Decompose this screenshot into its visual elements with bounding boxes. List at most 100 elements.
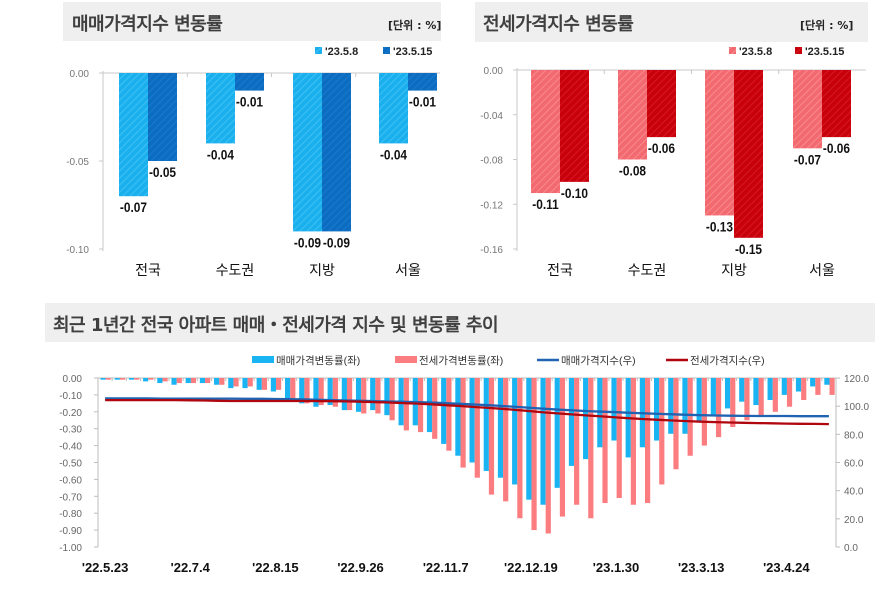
left-y-tick-label: -0.40 bbox=[59, 442, 82, 453]
bar-jeonse-change bbox=[531, 378, 537, 531]
left-y-tick-label: -0.50 bbox=[59, 459, 82, 470]
legend-label: '23.5.8 bbox=[325, 46, 358, 58]
bar-sales-change bbox=[512, 378, 518, 485]
bar-23.5.15-수도권 bbox=[235, 73, 264, 91]
bar-sales-change bbox=[441, 378, 447, 444]
bar-jeonse-change bbox=[701, 378, 707, 446]
legend-swatch bbox=[395, 356, 417, 363]
bar-23.5.15-수도권 bbox=[647, 70, 676, 138]
left-y-tick-label: 0.00 bbox=[63, 374, 83, 385]
left-y-tick-label: -0.30 bbox=[59, 425, 82, 436]
y-tick-label: -0.16 bbox=[480, 245, 503, 256]
bar-sales-change bbox=[795, 378, 802, 392]
trend-chart-title-bar bbox=[45, 303, 875, 342]
bar-jeonse-change bbox=[290, 378, 296, 400]
bar-23.5.8-서울 bbox=[793, 70, 822, 149]
bar-23.5.8-서울 bbox=[379, 73, 408, 144]
data-label: -0.06 bbox=[823, 140, 850, 156]
right-y-tick-label: 60.0 bbox=[844, 459, 864, 470]
bar-23.5.15-서울 bbox=[822, 70, 851, 138]
bar-jeonse-change bbox=[488, 378, 495, 495]
bar-23.5.8-전국 bbox=[119, 73, 148, 197]
category-label: 수도권 bbox=[628, 262, 667, 278]
data-label: -0.04 bbox=[380, 146, 408, 162]
bar-jeonse-change bbox=[474, 378, 480, 478]
data-label: -0.07 bbox=[120, 199, 147, 215]
bar-jeonse-change bbox=[517, 378, 523, 519]
right-y-tick-label: 40.0 bbox=[844, 487, 864, 498]
right-y-tick-label: 20.0 bbox=[844, 515, 864, 526]
bar-sales-change bbox=[341, 378, 347, 411]
bar-sales-change bbox=[100, 378, 106, 380]
x-tick-label: '23.3.13 bbox=[678, 560, 724, 575]
left-y-tick-label: -0.10 bbox=[59, 391, 82, 402]
x-tick-label: '22.5.23 bbox=[82, 560, 128, 575]
bar-sales-change bbox=[824, 378, 830, 385]
bar-jeonse-change bbox=[346, 378, 353, 411]
bar-sales-change bbox=[611, 378, 617, 441]
bar-jeonse-change bbox=[148, 378, 154, 380]
legend-swatch bbox=[795, 47, 802, 54]
bar-sales-change bbox=[540, 378, 546, 505]
bar-jeonse-change bbox=[119, 378, 126, 380]
sales-chart-unit: [단위 : %] bbox=[388, 19, 442, 32]
bar-jeonse-change bbox=[190, 378, 197, 384]
bar-jeonse-change bbox=[786, 378, 793, 407]
y-tick-label: 0.00 bbox=[70, 69, 90, 80]
bar-jeonse-change bbox=[630, 378, 637, 505]
bar-jeonse-change bbox=[559, 378, 566, 517]
bar-sales-change bbox=[469, 378, 475, 463]
bar-jeonse-change bbox=[261, 378, 268, 390]
bar-jeonse-change bbox=[687, 378, 693, 456]
data-label: -0.09 bbox=[294, 234, 321, 250]
category-label: 전국 bbox=[547, 262, 573, 278]
bar-sales-change bbox=[554, 378, 560, 488]
bar-sales-change bbox=[256, 378, 262, 390]
legend-swatch bbox=[252, 356, 274, 363]
legend-label: 매매가격지수(우) bbox=[561, 354, 636, 367]
legend-label: 전세가격변동률(좌) bbox=[419, 354, 503, 367]
bar-jeonse-change bbox=[361, 378, 367, 414]
bar-jeonse-change bbox=[815, 378, 821, 395]
bar-jeonse-change bbox=[318, 378, 324, 406]
bar-sales-change bbox=[753, 378, 759, 406]
bar-sales-change bbox=[483, 378, 489, 471]
bar-jeonse-change bbox=[219, 378, 225, 385]
data-label: -0.06 bbox=[648, 140, 675, 156]
bar-jeonse-change bbox=[304, 378, 310, 404]
bar-sales-change bbox=[313, 378, 319, 407]
x-tick-label: '22.9.26 bbox=[337, 560, 383, 575]
x-tick-label: '22.8.15 bbox=[252, 560, 298, 575]
x-tick-label: '22.12.19 bbox=[504, 560, 558, 575]
data-label: -0.10 bbox=[561, 185, 588, 201]
data-label: -0.01 bbox=[409, 94, 436, 110]
bar-jeonse-change bbox=[233, 378, 239, 387]
category-label: 지방 bbox=[309, 262, 335, 278]
bar-sales-change bbox=[781, 378, 787, 395]
legend-label: '23.5.15 bbox=[393, 46, 432, 58]
category-label: 서울 bbox=[809, 262, 835, 278]
bar-jeonse-change bbox=[659, 378, 665, 485]
bar-jeonse-change bbox=[162, 378, 168, 382]
data-label: -0.09 bbox=[323, 234, 350, 250]
category-label: 수도권 bbox=[216, 262, 255, 278]
bar-jeonse-change bbox=[446, 378, 452, 451]
bar-jeonse-change bbox=[673, 378, 679, 470]
y-tick-label: -0.10 bbox=[66, 245, 89, 256]
bar-sales-change bbox=[171, 378, 177, 385]
legend-swatch bbox=[383, 47, 390, 54]
data-label: -0.11 bbox=[532, 196, 558, 212]
bar-jeonse-change bbox=[176, 378, 182, 384]
bar-sales-change bbox=[526, 378, 532, 500]
y-tick-label: -0.04 bbox=[480, 111, 503, 122]
trend-chart-title: 최근 1년간 전국 아파트 매매・전세가격 지수 및 변동률 추이 bbox=[53, 315, 499, 336]
bar-jeonse-change bbox=[602, 378, 608, 504]
jeonse-chart-title: 전세가격지수 변동률 bbox=[483, 14, 634, 35]
bar-jeonse-change bbox=[332, 378, 338, 407]
bar-sales-change bbox=[739, 378, 745, 402]
bar-23.5.15-지방 bbox=[734, 70, 763, 238]
legend-swatch bbox=[729, 47, 736, 54]
bar-sales-change bbox=[384, 378, 390, 416]
left-y-tick-label: -0.60 bbox=[59, 475, 82, 486]
sales-chart-title-bar bbox=[63, 2, 441, 41]
